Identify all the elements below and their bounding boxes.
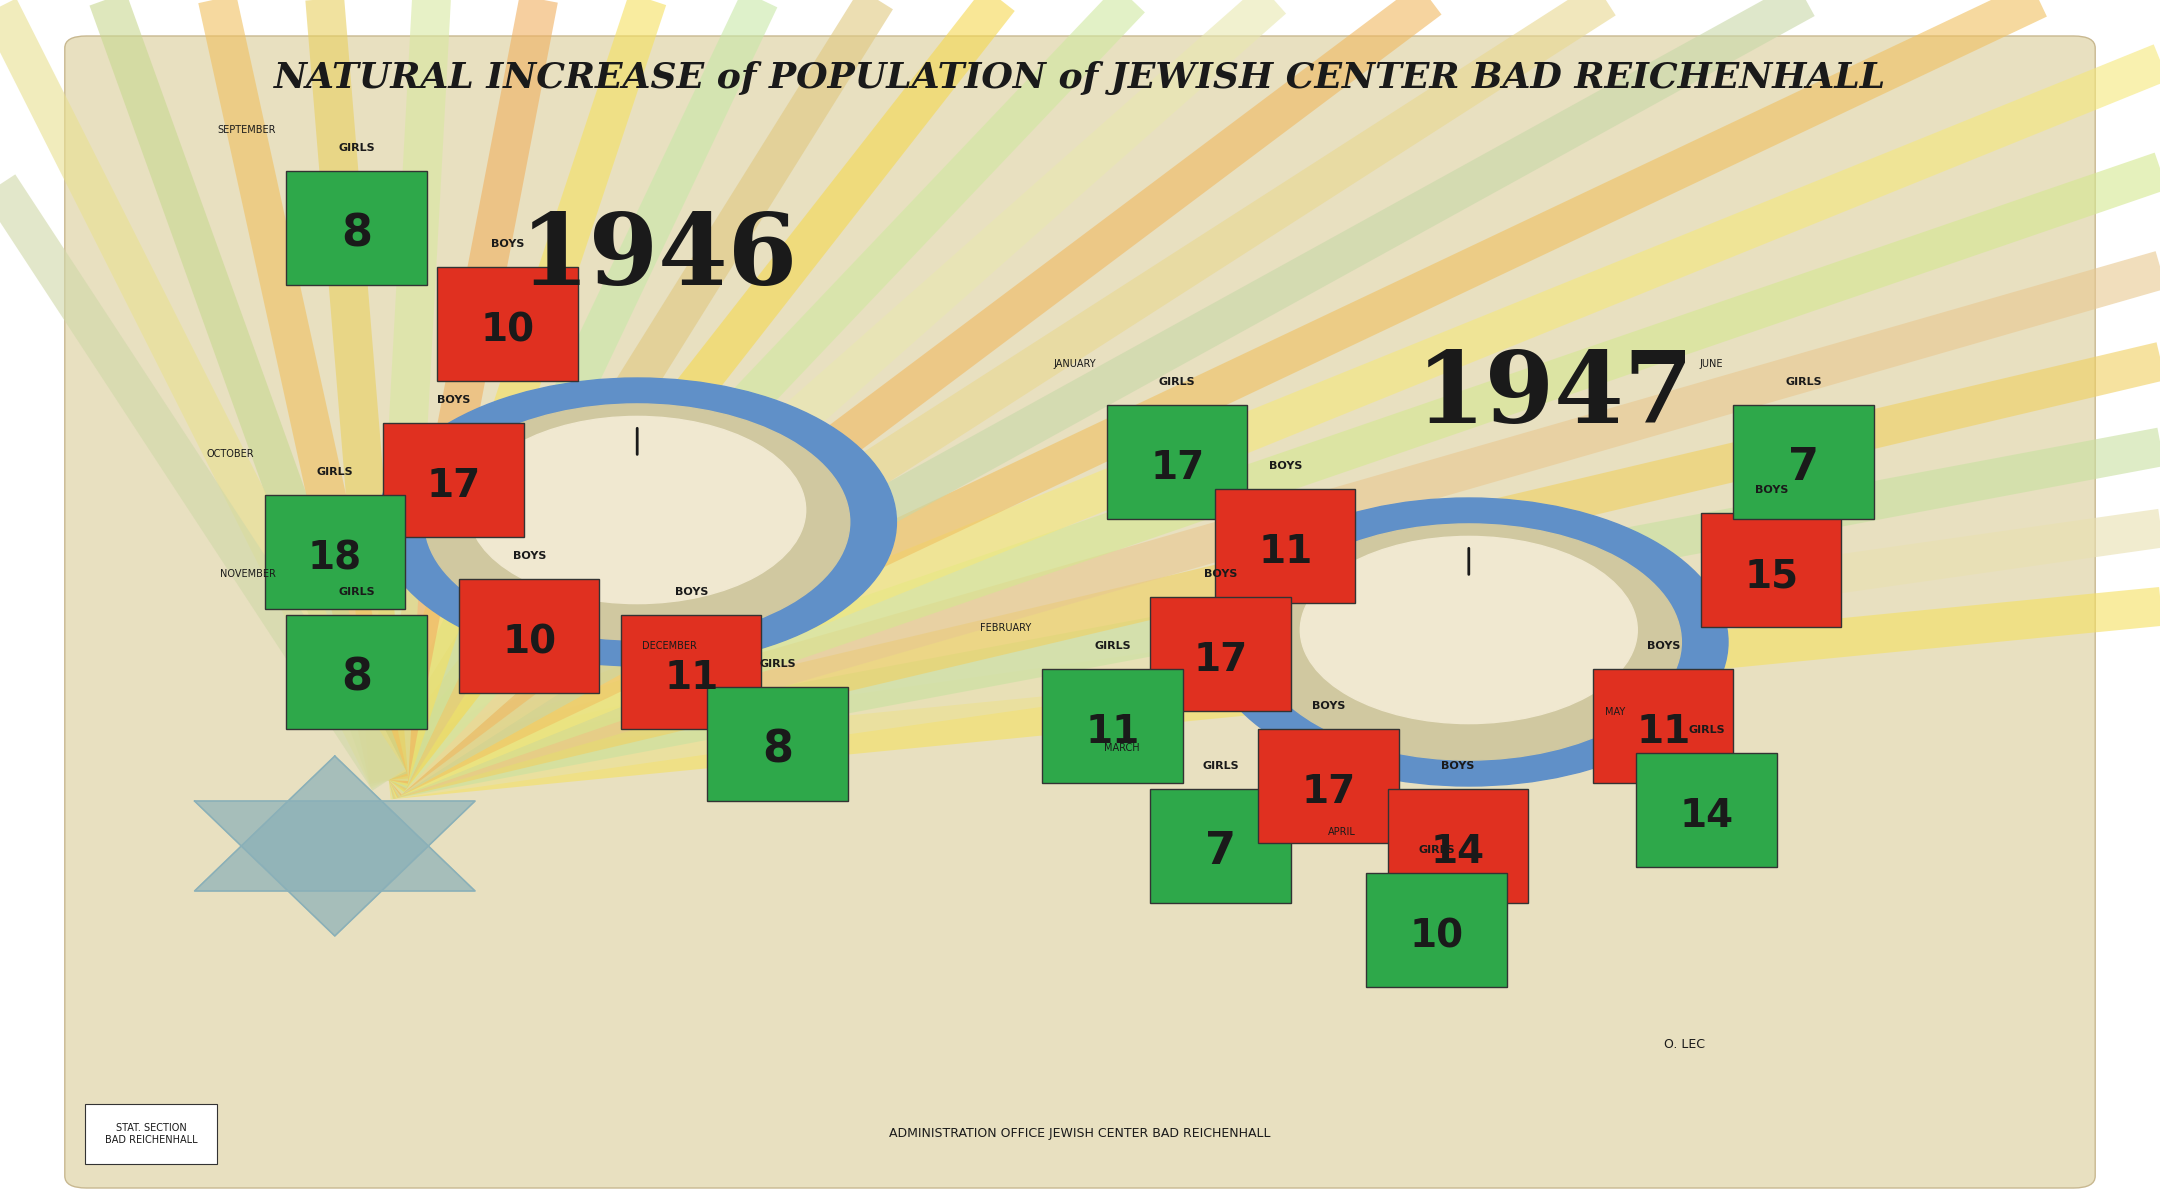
Text: 10: 10	[1408, 917, 1464, 955]
Polygon shape	[194, 756, 475, 890]
Text: GIRLS: GIRLS	[760, 659, 795, 670]
Text: 14: 14	[1430, 833, 1486, 871]
Text: NATURAL INCREASE of POPULATION of JEWISH CENTER BAD REICHENHALL: NATURAL INCREASE of POPULATION of JEWISH…	[274, 61, 1886, 95]
Text: GIRLS: GIRLS	[1689, 725, 1724, 734]
Text: 14: 14	[1678, 797, 1734, 835]
FancyBboxPatch shape	[285, 170, 428, 284]
Text: GIRLS: GIRLS	[318, 467, 352, 476]
Text: 8: 8	[341, 212, 372, 256]
Circle shape	[1300, 536, 1637, 724]
FancyBboxPatch shape	[1389, 790, 1529, 902]
Text: BOYS: BOYS	[1754, 485, 1788, 494]
Text: 17: 17	[1149, 449, 1205, 487]
Polygon shape	[194, 802, 475, 936]
Text: BOYS: BOYS	[1311, 701, 1346, 710]
Text: 11: 11	[1084, 713, 1140, 751]
FancyBboxPatch shape	[65, 36, 2095, 1188]
Text: NOVEMBER: NOVEMBER	[220, 569, 276, 578]
Circle shape	[426, 404, 849, 640]
Text: SEPTEMBER: SEPTEMBER	[216, 125, 276, 134]
Text: 15: 15	[1743, 557, 1799, 595]
FancyBboxPatch shape	[436, 266, 579, 382]
Text: BOYS: BOYS	[1441, 761, 1475, 770]
Text: GIRLS: GIRLS	[1203, 761, 1238, 770]
Text: BOYS: BOYS	[436, 395, 471, 404]
Text: GIRLS: GIRLS	[1786, 377, 1821, 386]
Text: 8: 8	[762, 728, 793, 772]
Text: GIRLS: GIRLS	[1160, 377, 1194, 386]
FancyBboxPatch shape	[266, 494, 406, 608]
Text: 11: 11	[1635, 713, 1691, 751]
Text: 10: 10	[480, 311, 536, 349]
Text: JANUARY: JANUARY	[1054, 359, 1097, 370]
FancyBboxPatch shape	[1108, 404, 1248, 518]
Text: STAT. SECTION
BAD REICHENHALL: STAT. SECTION BAD REICHENHALL	[106, 1123, 197, 1145]
Text: 11: 11	[1257, 533, 1313, 571]
Text: BOYS: BOYS	[512, 551, 546, 560]
FancyBboxPatch shape	[285, 614, 428, 728]
FancyBboxPatch shape	[458, 578, 600, 692]
Text: GIRLS: GIRLS	[339, 587, 374, 598]
Text: 17: 17	[1192, 641, 1248, 679]
Text: FEBRUARY: FEBRUARY	[981, 623, 1032, 634]
Text: MARCH: MARCH	[1104, 743, 1140, 754]
Text: 1946: 1946	[521, 210, 797, 306]
Text: MAY: MAY	[1605, 707, 1626, 718]
Text: 18: 18	[307, 539, 363, 577]
Circle shape	[378, 378, 896, 666]
Text: BOYS: BOYS	[674, 587, 708, 598]
Text: GIRLS: GIRLS	[1419, 845, 1454, 854]
FancyBboxPatch shape	[1637, 754, 1776, 866]
Text: OCTOBER: OCTOBER	[205, 449, 255, 458]
FancyBboxPatch shape	[622, 614, 760, 728]
FancyBboxPatch shape	[1151, 790, 1292, 902]
Text: 1947: 1947	[1417, 348, 1693, 444]
FancyBboxPatch shape	[384, 422, 523, 538]
Circle shape	[1257, 524, 1680, 760]
FancyBboxPatch shape	[1214, 490, 1356, 602]
Text: GIRLS: GIRLS	[339, 143, 374, 152]
FancyBboxPatch shape	[1043, 670, 1184, 782]
Text: 7: 7	[1205, 830, 1236, 874]
FancyBboxPatch shape	[1151, 596, 1292, 710]
Text: BOYS: BOYS	[1203, 569, 1238, 578]
FancyBboxPatch shape	[708, 686, 849, 802]
FancyBboxPatch shape	[1594, 670, 1734, 782]
Text: JUNE: JUNE	[1700, 359, 1724, 370]
Text: 17: 17	[1300, 773, 1356, 811]
Text: 17: 17	[426, 467, 482, 505]
Text: GIRLS: GIRLS	[1095, 641, 1130, 650]
Text: 11: 11	[663, 659, 719, 697]
Text: APRIL: APRIL	[1328, 827, 1356, 838]
FancyBboxPatch shape	[1367, 874, 1508, 986]
FancyBboxPatch shape	[1734, 404, 1875, 518]
Circle shape	[469, 416, 806, 604]
Text: BOYS: BOYS	[1646, 641, 1680, 650]
Text: 10: 10	[501, 623, 557, 661]
Text: 8: 8	[341, 656, 372, 700]
Text: BOYS: BOYS	[490, 239, 525, 248]
Circle shape	[1210, 498, 1728, 786]
FancyBboxPatch shape	[1702, 514, 1840, 626]
Text: O. LEC: O. LEC	[1665, 1038, 1704, 1050]
Text: BOYS: BOYS	[1268, 461, 1302, 470]
Text: ADMINISTRATION OFFICE JEWISH CENTER BAD REICHENHALL: ADMINISTRATION OFFICE JEWISH CENTER BAD …	[890, 1128, 1270, 1140]
Text: DECEMBER: DECEMBER	[642, 641, 696, 650]
FancyBboxPatch shape	[1257, 730, 1400, 842]
Text: 7: 7	[1788, 446, 1819, 490]
